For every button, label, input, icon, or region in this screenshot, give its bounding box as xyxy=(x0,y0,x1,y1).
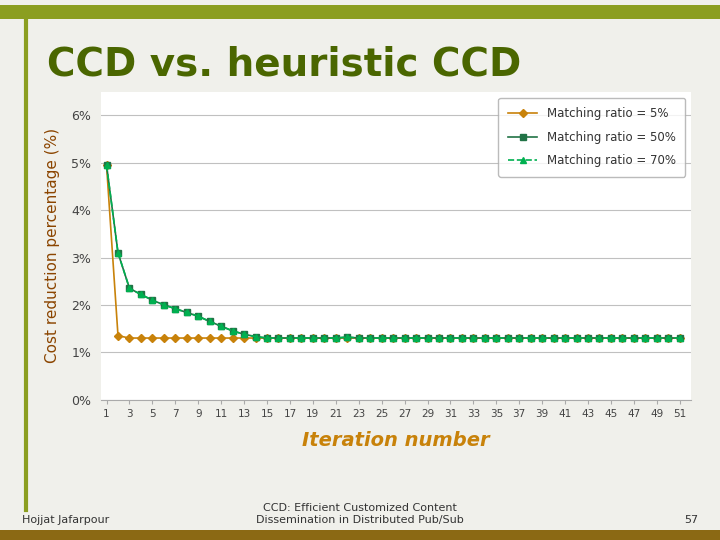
Matching ratio = 5% xyxy=(297,335,306,341)
Line: Matching ratio = 70%: Matching ratio = 70% xyxy=(104,163,683,341)
Text: Hojjat Jafarpour: Hojjat Jafarpour xyxy=(22,515,109,525)
Matching ratio = 50% xyxy=(297,335,306,341)
Matching ratio = 5% xyxy=(240,335,248,341)
Matching ratio = 70% xyxy=(263,335,271,341)
Matching ratio = 70% xyxy=(675,335,684,341)
Matching ratio = 5% xyxy=(492,335,500,341)
Line: Matching ratio = 5%: Matching ratio = 5% xyxy=(104,163,683,341)
Matching ratio = 5% xyxy=(526,335,535,341)
Matching ratio = 50% xyxy=(675,335,684,341)
Legend: Matching ratio = 5%, Matching ratio = 50%, Matching ratio = 70%: Matching ratio = 5%, Matching ratio = 50… xyxy=(498,98,685,177)
Text: CCD: Efficient Customized Content
Dissemination in Distributed Pub/Sub: CCD: Efficient Customized Content Dissem… xyxy=(256,503,464,525)
Matching ratio = 50% xyxy=(492,335,500,341)
Matching ratio = 70% xyxy=(102,162,111,168)
Matching ratio = 70% xyxy=(297,335,306,341)
Matching ratio = 5% xyxy=(664,335,672,341)
Matching ratio = 70% xyxy=(286,335,294,341)
Matching ratio = 5% xyxy=(125,335,134,341)
Matching ratio = 70% xyxy=(492,335,500,341)
Matching ratio = 70% xyxy=(228,328,237,334)
Matching ratio = 50% xyxy=(664,335,672,341)
Matching ratio = 5% xyxy=(675,335,684,341)
Text: Iteration number: Iteration number xyxy=(302,430,490,449)
Matching ratio = 5% xyxy=(102,162,111,168)
Matching ratio = 50% xyxy=(263,335,271,341)
Matching ratio = 50% xyxy=(286,335,294,341)
Matching ratio = 50% xyxy=(526,335,535,341)
Matching ratio = 5% xyxy=(286,335,294,341)
Matching ratio = 70% xyxy=(526,335,535,341)
Line: Matching ratio = 50%: Matching ratio = 50% xyxy=(104,163,683,341)
Text: CCD vs. heuristic CCD: CCD vs. heuristic CCD xyxy=(47,46,521,84)
Matching ratio = 50% xyxy=(228,328,237,334)
Matching ratio = 50% xyxy=(102,162,111,168)
Text: 57: 57 xyxy=(684,515,698,525)
Matching ratio = 70% xyxy=(664,335,672,341)
Y-axis label: Cost reduction percentage (%): Cost reduction percentage (%) xyxy=(45,128,60,363)
